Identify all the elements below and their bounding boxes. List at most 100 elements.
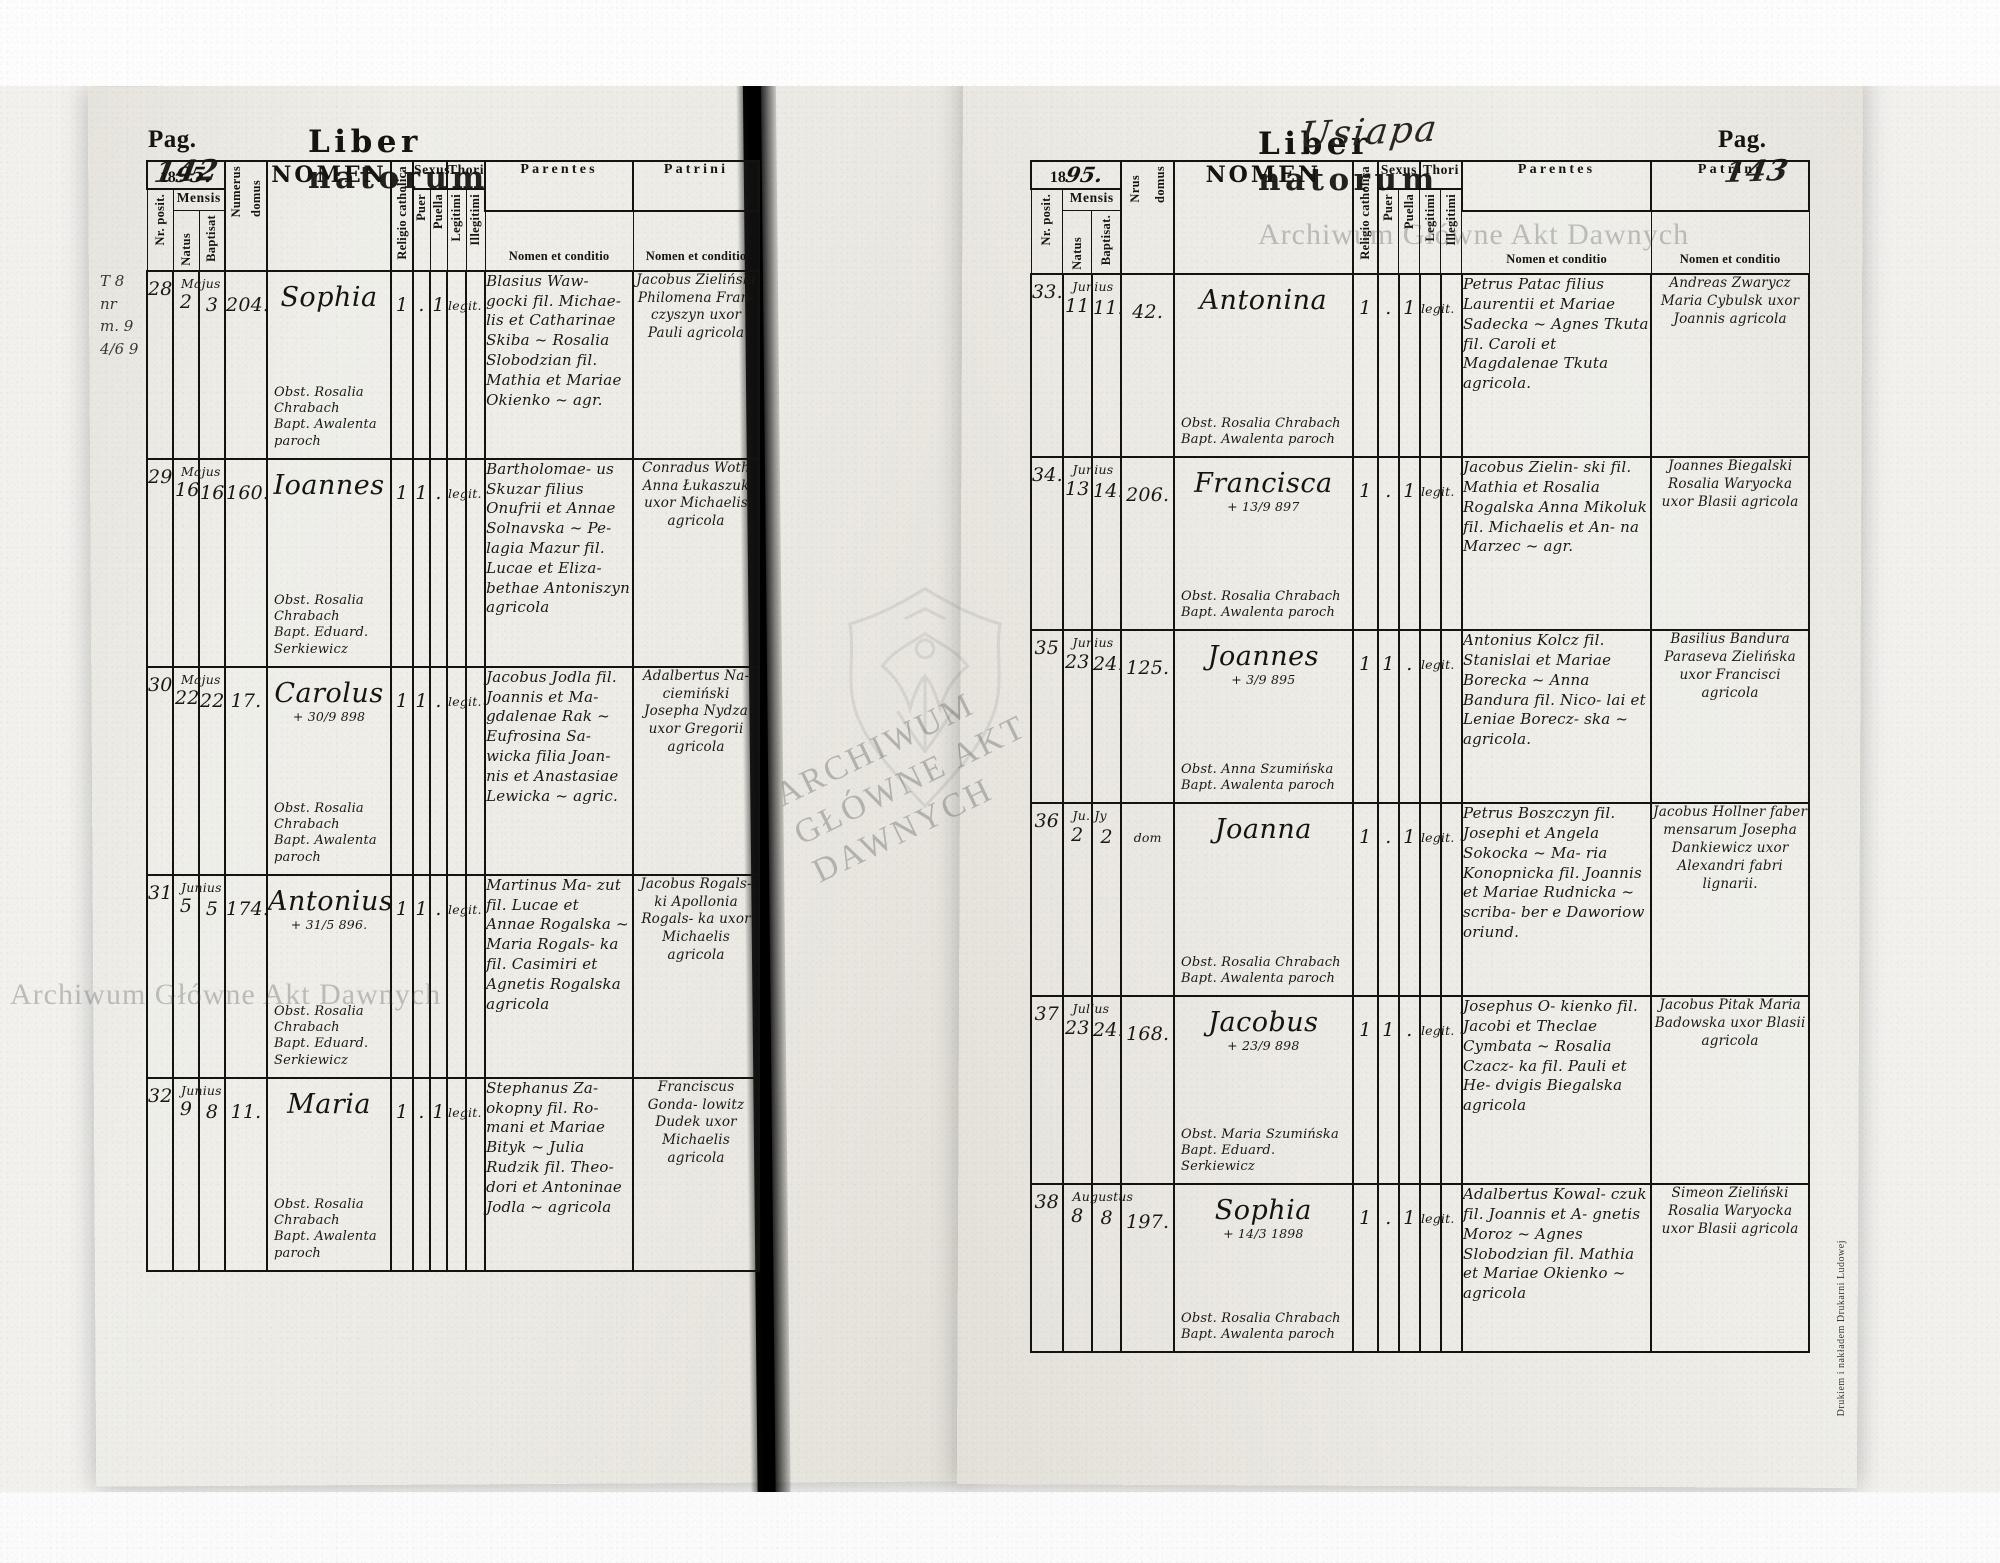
header-row-2: Nr. posit. Mensis Puer Puella Legitimi <box>146 188 759 272</box>
cell-puer: . <box>412 269 432 460</box>
col-nr-posit: Nr. posit. <box>146 188 174 272</box>
baptizans-line: Bapt. Awalenta paroch <box>1180 432 1336 448</box>
cell-puella: 1 <box>429 269 449 460</box>
col-baptisat: Baptisat <box>198 209 226 272</box>
col-illegitimi: Illegitimi <box>1440 188 1463 275</box>
cell-mensis: Majus <box>181 671 221 687</box>
table-row[interactable]: 30 Majus 22 22 17. Carolus + 30/9 898 Ob… <box>146 665 761 876</box>
cell-baptisat: 8 <box>1090 1183 1123 1354</box>
printer-imprint: Drukiem i nakładem Drukarni Ludowej <box>1836 1240 1847 1417</box>
obstetrix-note: Obst. Rosalia Chrabach Bapt. Awalenta pa… <box>1181 416 1341 449</box>
cell-natus-day: 9 <box>179 1098 193 1121</box>
col-religio-catholica: Religio catholica <box>390 160 415 272</box>
cell-parentes: Petrus Boszczyn fil. Josephi et Angela S… <box>1460 802 1653 998</box>
left-register-table: 1895. Numerus domus NOMEN Religio cathol… <box>145 160 761 1272</box>
year-header: 1895. <box>145 160 227 190</box>
cell-puer: . <box>412 1076 432 1272</box>
col-parentes: Parentes <box>1460 160 1653 212</box>
cell-natus-day: 5 <box>179 895 193 918</box>
cell-natus-day: 22 <box>175 687 200 710</box>
cell-legitimi: legit. <box>446 665 481 876</box>
table-row[interactable]: 36 Ju. Jy 2 2 dom Joanna Obst. Rosalia C… <box>1030 802 1810 998</box>
cell-puella: . <box>429 665 449 876</box>
cell-patrini: Conradus Woth Anna Łukaszuk uxor Michael… <box>632 457 761 668</box>
cell-legitimi: legit. <box>1418 1183 1454 1354</box>
table-row[interactable]: 29 Majus 16 16 160. Ioannes Obst. Rosali… <box>146 457 761 668</box>
cell-nr: 33. <box>1030 273 1064 459</box>
obstetrix-note: Obst. Rosalia Chrabach Bapt. Eduard. Ser… <box>274 1004 390 1069</box>
cell-legitimi: legit. <box>446 269 481 460</box>
cell-puer: 1 <box>1376 995 1400 1186</box>
col-nr-posit: Nr. posit. <box>1030 188 1064 275</box>
cell-patrini: Basilius Bandura Paraseva Zielińska uxor… <box>1650 629 1810 805</box>
table-row[interactable]: 35 Junius 23 24. 125. Joannes + 3/9 895 … <box>1030 629 1810 805</box>
cell-domus: 174. <box>224 873 269 1079</box>
cell-illegitimi <box>465 873 487 1079</box>
cell-illegitimi <box>1439 273 1463 459</box>
right-page-label: Pag.143 <box>1718 126 1792 189</box>
cell-mensis: Junius <box>1072 635 1114 651</box>
cell-nr: 29 <box>146 457 174 668</box>
cell-puella: 1 <box>1397 273 1421 459</box>
obstetrix-note: Obst. Rosalia Chrabach Bapt. Awalenta pa… <box>274 801 390 866</box>
cell-nomen: Ioannes Obst. Rosalia Chrabach Bapt. Edu… <box>266 457 393 668</box>
margin-note-line: nr <box>100 294 117 313</box>
child-name: Francisca <box>1194 468 1333 500</box>
header-row-1: 1895. Nrus domus NOMEN Religio catholica… <box>1029 159 1810 276</box>
illegitimi-label: Illegitimi <box>1443 194 1458 246</box>
cell-illegitimi <box>465 1076 487 1272</box>
year-header: 1895. <box>1029 160 1123 190</box>
numerus-label: Numerus <box>228 166 243 218</box>
baptizans-line: Bapt. Awalenta paroch <box>1180 1327 1336 1343</box>
cell-domus: 160. <box>224 457 269 668</box>
cell-nr: 31 <box>146 873 174 1079</box>
obstetrix-line: Obst. Rosalia Chrabach <box>274 1003 364 1036</box>
cell-religio: 1 <box>1351 1183 1379 1354</box>
obstetrix-note: Obst. Rosalia Chrabach Bapt. Awalenta pa… <box>1181 955 1341 988</box>
cell-religio: 1 <box>390 269 415 460</box>
cell-religio: 1 <box>1351 995 1379 1186</box>
table-row[interactable]: 37 Julius 23 24. 168. Jacobus + 23/9 898… <box>1030 995 1810 1186</box>
cell-patrini: Andreas Zwarycz Maria Cybulsk uxor Joann… <box>1650 273 1810 459</box>
table-row[interactable]: 38 Augustus 8 8 197. Sophia + 14/3 1898 … <box>1030 1183 1810 1354</box>
cell-puer: . <box>1376 1183 1400 1354</box>
cell-nr: 32 <box>146 1076 174 1272</box>
right-register-table: 1895. Nrus domus NOMEN Religio catholica… <box>1029 159 1810 1354</box>
cell-domus: 42. <box>1120 273 1175 459</box>
cell-parentes: Antonius Kolcz fil. Stanislai et Mariae … <box>1460 629 1653 805</box>
table-row[interactable]: 32 Junius 9 8 11. Maria Obst. Rosalia Ch… <box>146 1076 761 1272</box>
cell-mensis: Majus <box>181 463 221 479</box>
table-row[interactable]: 31 Junius 5 5 174. Antonius + 31/5 896. … <box>146 873 761 1079</box>
cell-legitimi: legit. <box>446 873 481 1079</box>
cell-religio: 1 <box>390 457 415 668</box>
cell-religio: 1 <box>390 1076 415 1272</box>
cell-puella: 1 <box>1397 802 1421 998</box>
cell-natus-day: 23 <box>1064 650 1090 673</box>
cell-puer: 1 <box>412 665 432 876</box>
cell-mensis: Junius <box>1072 462 1114 478</box>
col-nomen: NOMEN <box>266 160 393 272</box>
table-row[interactable]: 33. Junius 11 11. 42. Antonina Obst. Ros… <box>1030 273 1810 459</box>
cell-natus: Majus 22 <box>172 665 221 876</box>
religio-catholica-label: Religio catholica <box>394 166 409 260</box>
cell-puer: 1 <box>412 873 432 1079</box>
cell-puer: . <box>1376 802 1400 998</box>
table-row[interactable]: 34. Junius 13 14. 206. Francisca + 13/9 … <box>1030 456 1810 632</box>
cell-baptisat: 24. <box>1090 629 1124 805</box>
nr-posit-label: Nr. posit. <box>1039 194 1054 246</box>
scan-top-margin <box>0 0 2000 86</box>
col-numerus-domus: Numerus domus <box>224 160 269 272</box>
cell-puella: . <box>429 873 449 1079</box>
obstetrix-note: Obst. Rosalia Chrabach Bapt. Awalenta pa… <box>1181 589 1341 622</box>
obstetrix-line: Obst. Anna Szumińska <box>1180 761 1334 777</box>
baptisat-label: Baptisat. <box>1098 215 1113 266</box>
death-annotation: + 23/9 898 <box>1227 1038 1300 1054</box>
cell-mensis: Augustus <box>1072 1189 1134 1205</box>
legitimi-label: Legitimi <box>1422 194 1437 242</box>
cell-natus-day: 11 <box>1064 294 1090 317</box>
cell-patrini: Jacobus Pitak Maria Badowska uxor Blasii… <box>1650 995 1810 1186</box>
death-annotation: + 14/3 1898 <box>1223 1226 1304 1242</box>
cell-mensis: Ju. Jy <box>1072 808 1107 824</box>
cell-mensis: Junius <box>181 879 222 895</box>
table-row[interactable]: 28 Majus 2 3 204. Sophia Obst. Rosalia C… <box>146 269 761 460</box>
